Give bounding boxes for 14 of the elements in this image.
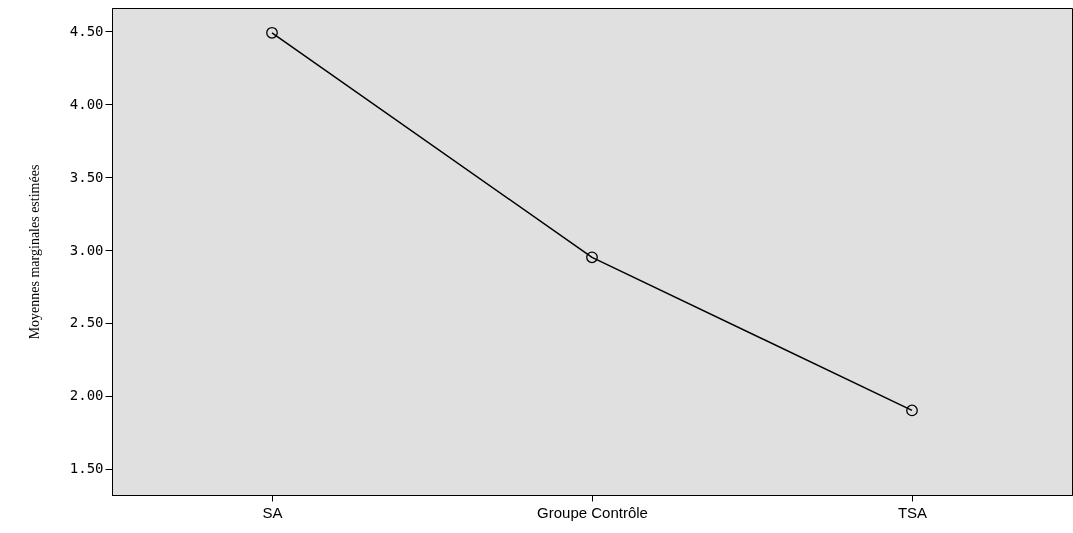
point [586,251,598,264]
point [906,404,918,417]
y-axis-title: Moyennes marginales estimées [26,164,42,340]
y-tick-label: 3.50 [69,168,104,185]
y-tick-label: 2.00 [69,387,104,404]
x-tick-label: Groupe Contrôle [537,503,648,521]
point [266,26,278,39]
y-tick-label: 1.50 [69,460,104,477]
y-tick-label: 4.00 [69,95,104,112]
y-tick-label: 3.00 [69,241,104,258]
y-tick-label: 2.50 [69,314,104,331]
y-tick-label: 4.50 [69,22,104,39]
x-tick-label: SA [262,503,283,521]
x-tick-label: TSA [897,503,928,521]
